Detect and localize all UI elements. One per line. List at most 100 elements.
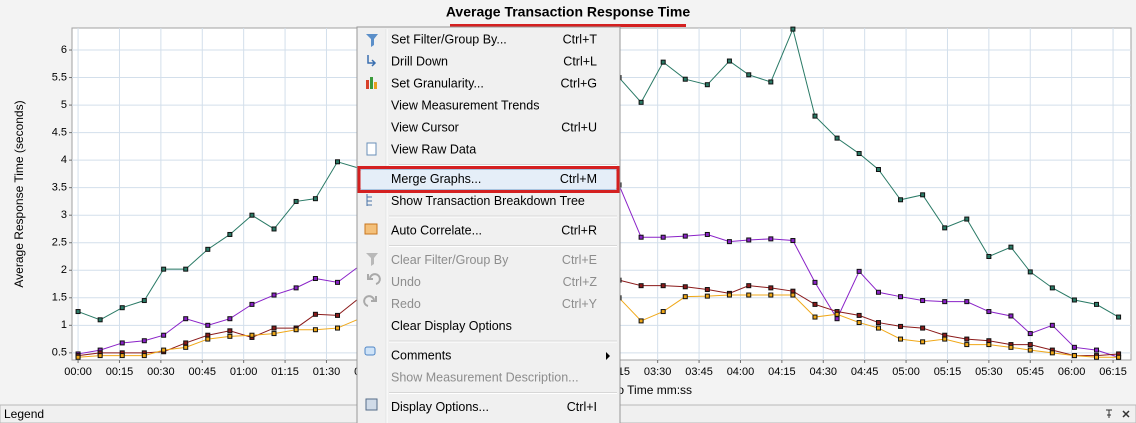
- data-point: [768, 285, 774, 291]
- x-tick-label: 04:45: [851, 366, 879, 378]
- menu-item[interactable]: Comments: [391, 348, 610, 362]
- data-point: [986, 342, 992, 348]
- data-point: [161, 266, 167, 272]
- y-tick-label: 5.5: [52, 71, 67, 83]
- data-point: [1027, 269, 1033, 275]
- data-point: [183, 266, 189, 272]
- x-tick-label: 03:45: [685, 366, 713, 378]
- menu-item-label: Merge Graphs...: [391, 172, 481, 186]
- data-point: [942, 336, 948, 342]
- data-point: [119, 340, 125, 346]
- granularity-icon: [366, 80, 369, 89]
- x-tick-label: 00:45: [189, 366, 217, 378]
- menu-panel: [356, 26, 621, 423]
- data-point: [920, 325, 926, 331]
- data-point: [986, 253, 992, 259]
- menu-item: Show Measurement Description...: [391, 370, 579, 384]
- data-point: [875, 320, 881, 326]
- menu-item-label: View Measurement Trends: [391, 98, 539, 112]
- data-point: [119, 305, 125, 311]
- data-point: [1116, 314, 1122, 320]
- menu-item[interactable]: View Raw Data: [391, 142, 476, 156]
- menu-item[interactable]: Set Filter/Group By... Ctrl+T: [391, 32, 597, 46]
- data-point: [1071, 344, 1077, 350]
- drill-icon: [367, 55, 377, 67]
- redo-icon: [363, 295, 377, 307]
- data-point: [964, 342, 970, 348]
- data-point: [638, 99, 644, 105]
- data-point: [97, 317, 103, 323]
- data-point: [183, 316, 189, 322]
- data-point: [856, 320, 862, 326]
- raw-data-icon: [366, 142, 377, 156]
- menu-item-label: Set Filter/Group By...: [391, 32, 507, 46]
- menu-item[interactable]: Drill Down Ctrl+L: [391, 54, 597, 68]
- y-tick-label: 0.5: [52, 347, 67, 359]
- y-tick-label: 2.5: [52, 237, 67, 249]
- pin-icon[interactable]: [1106, 409, 1112, 418]
- menu-item-label: Set Granularity...: [391, 76, 484, 90]
- data-point: [790, 26, 796, 32]
- x-tick-label: 05:45: [1016, 366, 1044, 378]
- x-tick-label: 01:00: [230, 366, 258, 378]
- data-point: [271, 226, 277, 232]
- menu-item-shortcut: Ctrl+G: [561, 76, 597, 90]
- data-point: [293, 285, 299, 291]
- data-point: [920, 298, 926, 304]
- lines: [75, 26, 1122, 360]
- data-point: [1008, 244, 1014, 250]
- data-point: [183, 340, 189, 346]
- menu-item[interactable]: View Cursor Ctrl+U: [391, 120, 597, 134]
- data-point: [312, 327, 318, 333]
- data-point: [227, 316, 233, 322]
- data-point: [249, 301, 255, 307]
- granularity-icon: [370, 77, 373, 89]
- data-point: [856, 312, 862, 318]
- menu-item-shortcut: Ctrl+M: [560, 172, 597, 186]
- data-point: [726, 239, 732, 245]
- title-underline: [450, 24, 686, 27]
- menu-item[interactable]: View Measurement Trends: [391, 98, 539, 112]
- data-point: [141, 338, 147, 344]
- y-tick-label: 4: [61, 154, 67, 166]
- menu-item-label: View Cursor: [391, 120, 459, 134]
- granularity-icon: [374, 82, 377, 89]
- data-point: [1094, 354, 1100, 360]
- menu-item[interactable]: Clear Display Options: [391, 319, 512, 333]
- chart-title: Average Transaction Response Time: [446, 4, 691, 20]
- menu-item-label: Redo: [391, 297, 421, 311]
- menu-item[interactable]: Show Transaction Breakdown Tree: [391, 194, 585, 208]
- data-point: [856, 151, 862, 157]
- undo-icon: [367, 273, 381, 285]
- close-icon[interactable]: [1122, 410, 1130, 418]
- series-line: [77, 27, 1119, 321]
- annotation-box: [357, 166, 620, 193]
- data-point: [920, 192, 926, 198]
- data-point: [161, 347, 167, 353]
- data-point: [638, 318, 644, 324]
- data-point: [312, 196, 318, 202]
- data-point: [75, 309, 81, 315]
- data-point: [97, 353, 103, 359]
- data-point: [856, 268, 862, 274]
- y-tick-label: 4.5: [52, 127, 67, 139]
- y-tick-label: 1: [61, 319, 67, 331]
- data-point: [205, 246, 211, 252]
- data-point: [227, 231, 233, 237]
- menu-item-label: Show Transaction Breakdown Tree: [391, 194, 585, 208]
- display-options-icon: [365, 398, 378, 411]
- menu-item[interactable]: Merge Graphs... Ctrl+M: [357, 166, 620, 193]
- data-point: [205, 322, 211, 328]
- menu-item: Undo Ctrl+Z: [391, 275, 597, 289]
- menu-item[interactable]: Set Granularity... Ctrl+G: [391, 76, 597, 90]
- x-tick-label: 05:00: [892, 366, 920, 378]
- menu-item[interactable]: Auto Correlate... Ctrl+R: [391, 223, 597, 237]
- data-point: [1071, 297, 1077, 303]
- data-point: [205, 336, 211, 342]
- data-point: [75, 354, 81, 360]
- data-point: [898, 336, 904, 342]
- menu-item-label: View Raw Data: [391, 142, 476, 156]
- menu-item[interactable]: Display Options... Ctrl+I: [391, 400, 597, 414]
- data-point: [249, 332, 255, 338]
- context-menu: Set Filter/Group By... Ctrl+T Drill Down Ct…: [356, 26, 621, 423]
